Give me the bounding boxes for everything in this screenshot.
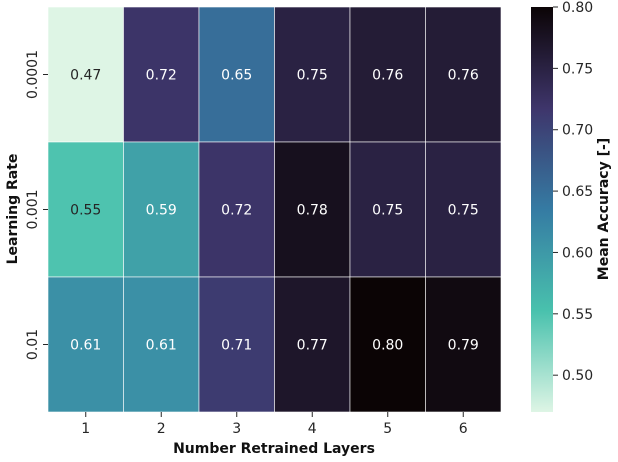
heatmap-cell — [425, 276, 502, 413]
x-axis-ticks: 1 2 3 4 5 6 — [81, 412, 468, 437]
cell-value-label: 0.78 — [297, 203, 328, 219]
heatmap-cell — [274, 276, 351, 413]
x-tick-label: 2 — [157, 421, 166, 437]
heatmap-cell — [123, 6, 200, 143]
heatmap-cell — [349, 276, 426, 413]
colorbar-tick-label: 0.60 — [562, 245, 593, 261]
cell-value-label: 0.72 — [146, 68, 177, 84]
y-tick-label: 0.001 — [25, 189, 41, 229]
y-axis-ticks: 0.0001 0.001 0.01 — [25, 50, 48, 360]
heatmap-cell — [123, 276, 200, 413]
cell-value-label: 0.61 — [146, 338, 177, 354]
cell-value-label: 0.75 — [297, 68, 328, 84]
colorbar-tick-label: 0.75 — [562, 61, 593, 77]
colorbar-tick-label: 0.70 — [562, 123, 593, 139]
heatmap-cell — [47, 276, 124, 413]
colorbar-tick-label: 0.55 — [562, 307, 593, 323]
cell-value-label: 0.75 — [372, 203, 403, 219]
colorbar-ticks: 0.50 0.55 0.60 0.65 0.70 0.75 0.80 — [553, 0, 593, 384]
cell-value-label: 0.77 — [297, 338, 328, 354]
heatmap-cells: 0.47 0.72 0.65 0.75 0.76 0.76 0.55 0.59 0.72 0.78… — [47, 6, 502, 413]
cell-value-label: 0.76 — [372, 68, 403, 84]
cell-value-label: 0.79 — [448, 338, 479, 354]
cell-value-label: 0.59 — [146, 203, 177, 219]
x-axis-label: Number Retrained Layers — [173, 441, 375, 457]
cell-value-label: 0.76 — [448, 68, 479, 84]
heatmap-cell — [274, 6, 351, 143]
heatmap-cell — [349, 6, 426, 143]
x-tick-label: 1 — [81, 421, 90, 437]
cell-value-label: 0.80 — [372, 338, 403, 354]
heatmap-cell — [123, 141, 200, 278]
heatmap-cell — [198, 276, 275, 413]
heatmap-cell — [274, 141, 351, 278]
colorbar-tick-label: 0.50 — [562, 368, 593, 384]
colorbar-label: Mean Accuracy [-] — [596, 138, 612, 280]
cell-value-label: 0.71 — [221, 338, 252, 354]
heatmap-cell — [425, 141, 502, 278]
y-tick-label: 0.01 — [25, 329, 41, 360]
cell-value-label: 0.47 — [70, 68, 101, 84]
cell-value-label: 0.75 — [448, 203, 479, 219]
colorbar-tick-label: 0.80 — [562, 0, 593, 16]
cell-value-label: 0.55 — [70, 203, 101, 219]
cell-value-label: 0.65 — [221, 68, 252, 84]
x-tick-label: 3 — [232, 421, 241, 437]
colorbar — [531, 7, 553, 412]
heatmap-cell — [47, 141, 124, 278]
cell-value-label: 0.72 — [221, 203, 252, 219]
x-tick-label: 4 — [308, 421, 317, 437]
y-tick-label: 0.0001 — [25, 50, 41, 99]
heatmap-cell — [425, 6, 502, 143]
heatmap-cell — [198, 6, 275, 143]
x-tick-label: 5 — [383, 421, 392, 437]
y-axis-label: Learning Rate — [5, 154, 21, 265]
x-tick-label: 6 — [459, 421, 468, 437]
cell-value-label: 0.61 — [70, 338, 101, 354]
heatmap-cell — [47, 6, 124, 143]
colorbar-tick-label: 0.65 — [562, 184, 593, 200]
